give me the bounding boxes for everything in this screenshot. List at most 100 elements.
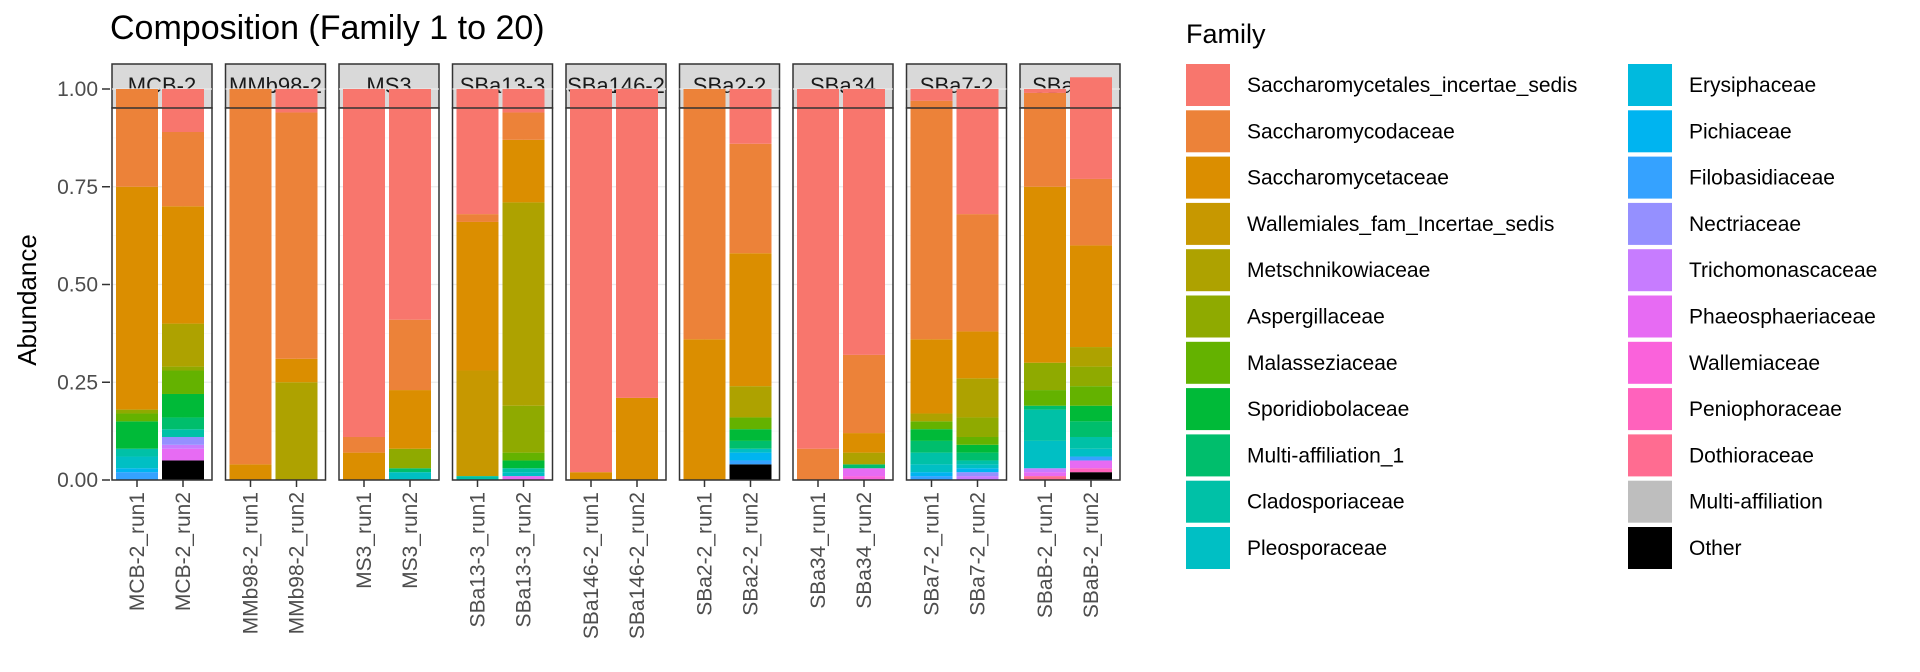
bar-segment-saccharomycetaceae <box>616 397 658 480</box>
panel-border <box>451 107 554 481</box>
bar-mmb98-2-run1 <box>229 89 272 480</box>
legend-item-pichiaceae: Pichiaceae <box>1628 110 1792 153</box>
legend-key <box>1628 110 1672 153</box>
bar-segment-saccharomycetales-incertae-sedis <box>797 89 839 449</box>
legend-label: Other <box>1689 537 1742 560</box>
bar-segment-saccharomycodaceae <box>797 448 839 480</box>
y-tick-label: 0.00 <box>57 469 98 492</box>
bar-segment-saccharomycetales-incertae-sedis <box>616 89 658 398</box>
legend-label: Pichiaceae <box>1689 120 1792 143</box>
bar-segment-filobasidiaceae <box>910 476 953 480</box>
bar-segment-malasseziaceae <box>116 413 158 422</box>
legend-item-saccharomycodaceae: Saccharomycodaceae <box>1186 110 1455 153</box>
x-tick-label: MCB-2_run1 <box>126 492 149 611</box>
bar-ms3-run1 <box>343 89 385 480</box>
legend-title: Family <box>1186 19 1266 49</box>
panel-border <box>111 107 213 481</box>
bar-segment-saccharomycetaceae <box>570 472 612 480</box>
legend-label: Cladosporiaceae <box>1247 491 1405 514</box>
bar-segment-sporidiobolaceae <box>502 460 545 469</box>
x-tick-label: MS3_run2 <box>399 492 422 589</box>
legend-label: Malasseziaceae <box>1247 352 1398 375</box>
bar-segment-saccharomycetaceae <box>162 206 204 324</box>
x-tick-label: SBa34_run1 <box>807 492 830 609</box>
bar-segment-pleosporaceae <box>502 472 545 477</box>
bar-segment-saccharomycodaceae <box>343 436 385 453</box>
bar-segment-multi-affiliation-1 <box>729 440 772 449</box>
bar-segment-malasseziaceae <box>729 417 772 430</box>
bar-segment-saccharomycetales-incertae-sedis <box>389 89 431 320</box>
bar-segment-malasseziaceae <box>1024 390 1066 406</box>
legend-item-sporidiobolaceae: Sporidiobolaceae <box>1186 388 1409 431</box>
legend-item-peniophoraceae: Peniophoraceae <box>1628 388 1842 431</box>
bar-segment-multi-affiliation-1 <box>843 464 885 469</box>
bar-segment-saccharomycodaceae <box>910 100 953 340</box>
y-axis-label: Abundance <box>12 234 42 366</box>
bar-segment-malasseziaceae <box>956 436 999 445</box>
legend-item-erysiphaceae: Erysiphaceae <box>1628 64 1816 106</box>
bar-segment-sporidiobolaceae <box>162 393 204 418</box>
panel-border <box>905 107 1008 481</box>
bar-segment-phaeosphaeriaceae <box>162 448 204 461</box>
bar-segment-aspergillaceae <box>116 409 158 414</box>
panel-border <box>565 107 667 481</box>
y-tick-label: 0.75 <box>57 176 98 199</box>
bar-segment-metschnikowiaceae <box>843 452 885 465</box>
bar-segment-pleosporaceae <box>389 472 431 480</box>
y-tick-label: 0.50 <box>57 274 98 297</box>
bar-sba7-2-run2 <box>956 89 999 480</box>
bar-segment-saccharomycetales-incertae-sedis <box>1070 77 1112 179</box>
legend-key <box>1186 110 1230 153</box>
legend-key <box>1628 480 1672 523</box>
bar-sba146-2-run1 <box>570 89 612 480</box>
bar-segment-saccharomycetaceae <box>910 339 953 414</box>
legend-label: Phaeosphaeriaceae <box>1689 306 1876 329</box>
bar-segment-cladosporiaceae <box>1024 409 1066 441</box>
bar-segment-saccharomycetaceae <box>456 221 499 371</box>
x-tick-label: MMb98-2_run1 <box>240 492 263 634</box>
bar-sba146-2-run2 <box>616 89 658 480</box>
bar-segment-cladosporiaceae <box>502 468 545 473</box>
bar-segment-metschnikowiaceae <box>956 378 999 418</box>
bar-segment-saccharomycodaceae <box>502 112 545 140</box>
bar-segment-pleosporaceae <box>956 464 999 469</box>
bar-segment-metschnikowiaceae <box>162 323 204 367</box>
bar-segment-phaeosphaeriaceae <box>1070 460 1112 469</box>
bar-segment-wallemiaceae <box>843 476 885 480</box>
legend-key <box>1628 527 1672 569</box>
x-tick-label: MS3_run1 <box>353 492 376 589</box>
legend-item-other: Other <box>1628 527 1742 569</box>
bar-segment-saccharomycetaceae <box>229 464 272 480</box>
legend-key <box>1186 480 1230 523</box>
bar-segment-saccharomycetales-incertae-sedis <box>275 89 318 113</box>
legend-item-aspergillaceae: Aspergillaceae <box>1186 295 1385 338</box>
bar-segment-sporidiobolaceae <box>729 429 772 441</box>
bar-segment-cladosporiaceae <box>456 476 499 480</box>
bar-segment-saccharomycetaceae <box>729 253 772 387</box>
bar-segment-sporidiobolaceae <box>910 429 953 441</box>
bar-segment-cladosporiaceae <box>1070 436 1112 449</box>
bar-segment-saccharomycetales-incertae-sedis <box>956 89 999 215</box>
legend-label: Aspergillaceae <box>1247 306 1385 329</box>
bar-segment-saccharomycetales-incertae-sedis <box>456 89 499 215</box>
bar-sba13-3-run1 <box>456 89 499 480</box>
legend-key <box>1186 295 1230 338</box>
bar-segment-cladosporiaceae <box>116 448 158 457</box>
bar-segment-phaeosphaeriaceae <box>502 476 545 480</box>
bar-segment-pichiaceae <box>729 452 772 461</box>
x-tick-label: SBa146-2_run1 <box>580 492 603 639</box>
bar-sba7-2-run1 <box>910 89 953 480</box>
bar-segment-pleosporaceae <box>1024 440 1066 469</box>
legend-key <box>1628 434 1672 477</box>
bar-segment-pleosporaceae <box>910 464 953 473</box>
panel-border <box>792 107 894 481</box>
bar-segment-saccharomycetales-incertae-sedis <box>843 89 885 355</box>
y-tick-label: 1.00 <box>57 78 98 101</box>
bar-segment-multi-affiliation-1 <box>1024 405 1066 410</box>
bar-sba34-run1 <box>797 89 839 480</box>
